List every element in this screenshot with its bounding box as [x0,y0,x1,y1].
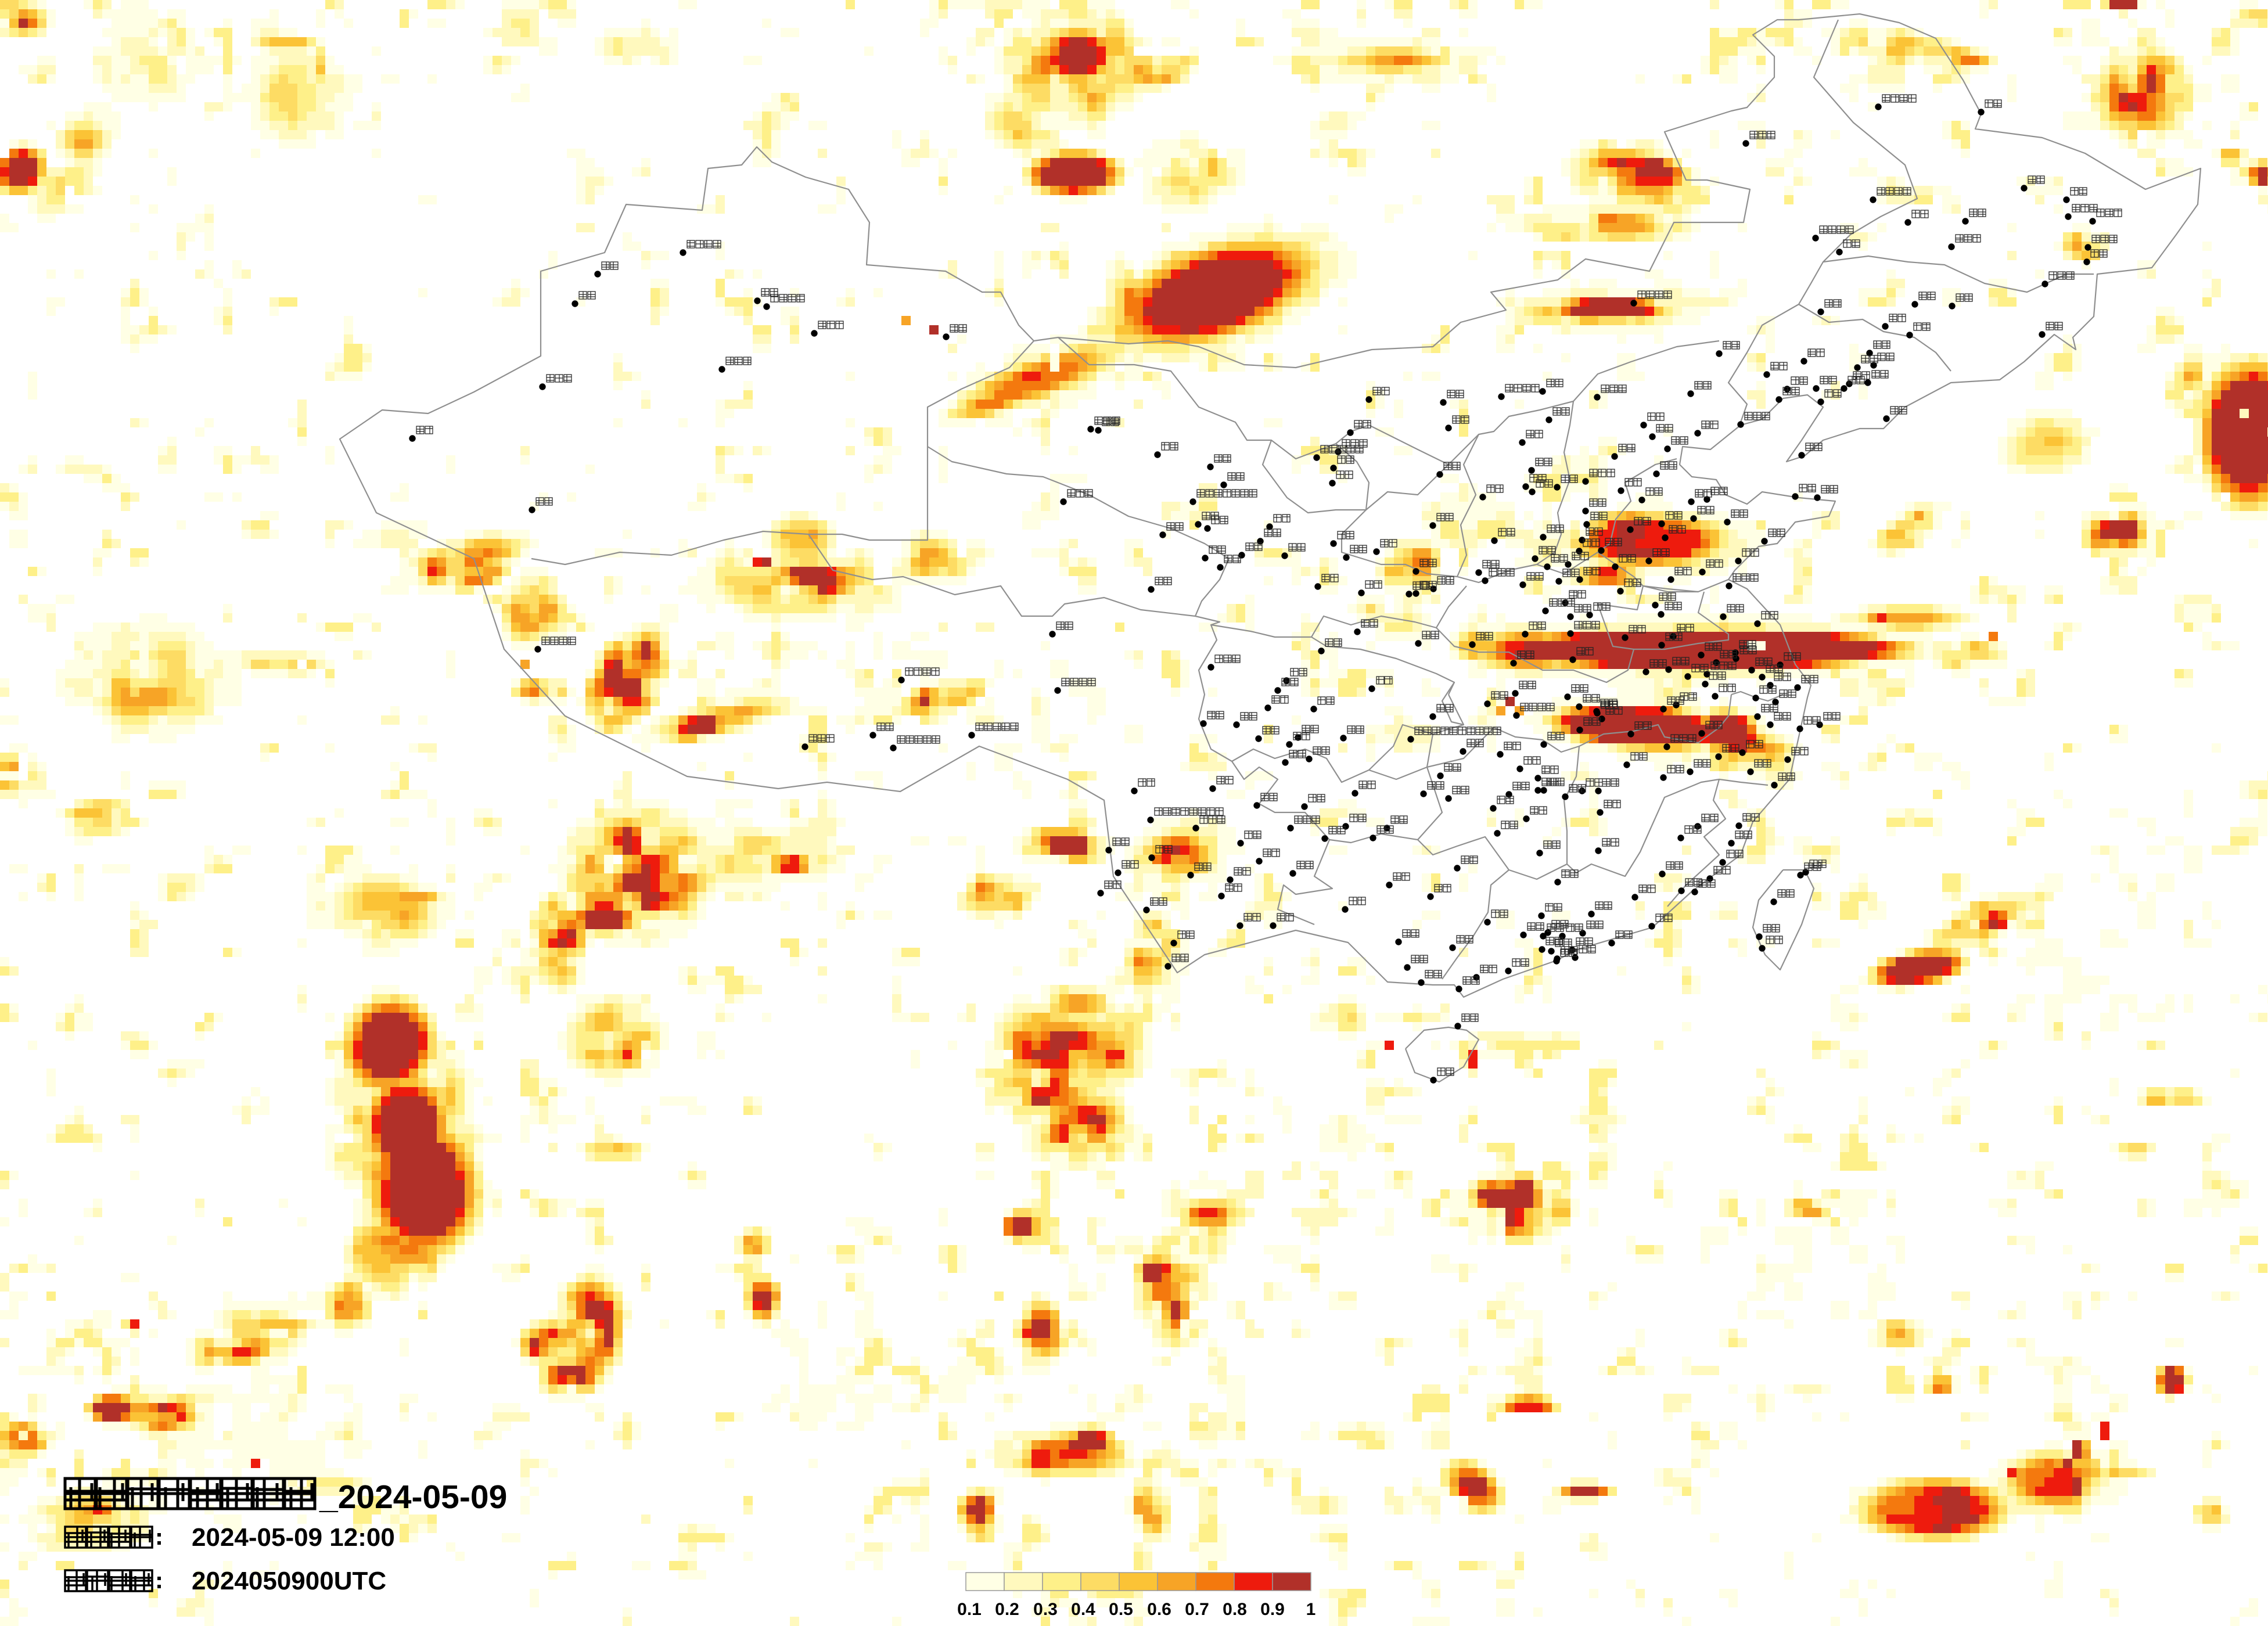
svg-text:0.8: 0.8 [1223,1600,1247,1619]
svg-text:_2024-05-09: _2024-05-09 [319,1478,507,1516]
svg-text:0.2: 0.2 [995,1600,1019,1619]
svg-text:0.9: 0.9 [1260,1600,1285,1619]
svg-text:0.4: 0.4 [1071,1600,1095,1619]
svg-text:0.7: 0.7 [1185,1600,1209,1619]
svg-text:0.3: 0.3 [1033,1600,1058,1619]
svg-text:0.6: 0.6 [1147,1600,1171,1619]
svg-text:0.1: 0.1 [957,1600,982,1619]
svg-text:2024050900UTC: 2024050900UTC [192,1567,386,1595]
svg-text:2024-05-09 12:00: 2024-05-09 12:00 [192,1523,395,1552]
svg-text:1: 1 [1306,1600,1316,1619]
svg-text:0.5: 0.5 [1109,1600,1133,1619]
